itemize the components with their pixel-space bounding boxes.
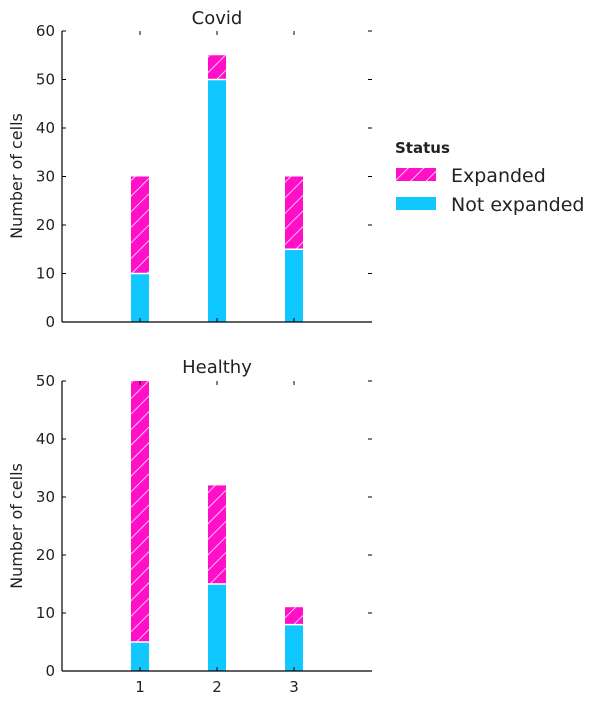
bar-covid-not-expanded-2 xyxy=(208,79,226,322)
legend-swatch-not-expanded xyxy=(396,197,436,210)
bar-hatch-covid-expanded-2 xyxy=(208,55,226,80)
y-tick-label-covid-40: 40 xyxy=(36,119,55,137)
bar-covid-not-expanded-3 xyxy=(285,249,303,322)
y-tick-label-healthy-20: 20 xyxy=(36,546,55,564)
panel-covid: Covid Number of cells 0 10 20 30 40 50 60 xyxy=(7,8,372,331)
legend-label-not-expanded: Not expanded xyxy=(451,194,584,216)
y-tick-label-covid-30: 30 xyxy=(36,168,55,186)
y-tick-label-covid-0: 0 xyxy=(45,313,55,331)
panel-title-healthy: Healthy xyxy=(182,357,252,378)
y-tick-label-healthy-10: 10 xyxy=(36,604,55,622)
y-tick-label-covid-20: 20 xyxy=(36,216,55,234)
y-tick-label-healthy-30: 30 xyxy=(36,488,55,506)
y-axis-label-healthy: Number of cells xyxy=(7,463,26,589)
bar-hatch-healthy-expanded-1 xyxy=(131,381,149,642)
panel-healthy: Healthy Number of cells 0 10 20 30 40 50 1 2 3 xyxy=(7,357,372,696)
y-axis-label-covid: Number of cells xyxy=(7,113,26,239)
bar-healthy-not-expanded-3 xyxy=(285,624,303,671)
legend-item-not-expanded: Not expanded xyxy=(396,194,584,216)
x-tick-label-healthy-3: 3 xyxy=(289,678,299,696)
bar-covid-not-expanded-1 xyxy=(131,273,149,322)
y-tick-label-healthy-50: 50 xyxy=(36,372,55,390)
y-tick-label-covid-50: 50 xyxy=(36,71,55,89)
panel-title-covid: Covid xyxy=(192,8,243,29)
bar-hatch-covid-expanded-1 xyxy=(131,176,149,274)
legend: Status Expanded Not expanded xyxy=(395,139,584,216)
legend-label-expanded: Expanded xyxy=(451,165,546,187)
bar-hatch-covid-expanded-3 xyxy=(285,176,303,250)
x-tick-label-healthy-2: 2 xyxy=(212,678,222,696)
x-tick-label-healthy-1: 1 xyxy=(135,678,145,696)
y-tick-label-healthy-40: 40 xyxy=(36,430,55,448)
legend-item-expanded: Expanded xyxy=(396,165,546,187)
bar-healthy-not-expanded-2 xyxy=(208,584,226,671)
bar-healthy-not-expanded-1 xyxy=(131,642,149,671)
y-tick-label-covid-60: 60 xyxy=(36,22,55,40)
legend-title: Status xyxy=(395,139,450,157)
y-tick-label-healthy-0: 0 xyxy=(45,662,55,680)
bar-hatch-healthy-expanded-2 xyxy=(208,485,226,584)
y-tick-label-covid-10: 10 xyxy=(36,265,55,283)
bar-hatch-healthy-expanded-3 xyxy=(285,607,303,625)
legend-swatch-expanded-hatch xyxy=(396,168,436,181)
